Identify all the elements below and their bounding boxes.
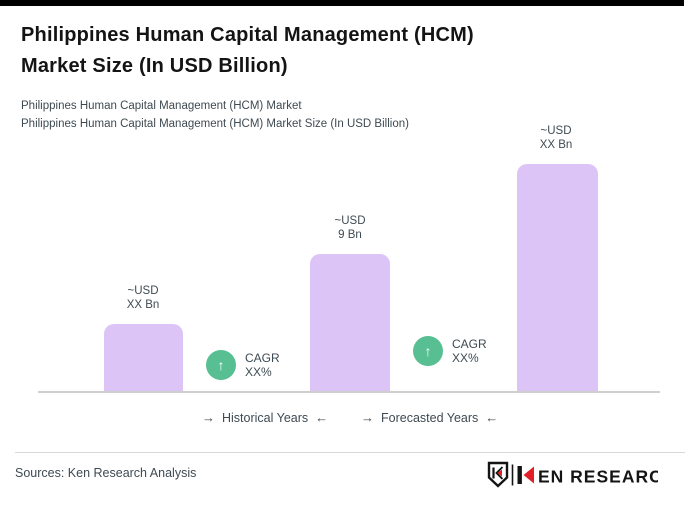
page-title: Philippines Human Capital Management (HC…: [21, 20, 661, 82]
chart-baseline: [38, 391, 660, 393]
bar-historical: [104, 324, 183, 393]
right-arrow-icon: →: [361, 410, 374, 425]
bar-value-label-1: ~USD XX Bn: [93, 284, 193, 312]
cagr-label-2-line2: XX%: [452, 351, 479, 365]
bar-value-label-3: ~USD XX Bn: [506, 124, 606, 152]
bar-value-label-3-line2: XX Bn: [539, 139, 573, 151]
bar-value-label-1-line1: ~USD: [127, 285, 159, 297]
cagr-badge-1: ↑: [206, 350, 236, 380]
page-title-line2: Market Size (In USD Billion): [21, 55, 288, 77]
legend-historical-years: → Historical Years ←: [202, 410, 328, 426]
logo-text: EN RESEARCH: [538, 467, 658, 487]
legend-historical-label: Historical Years: [222, 411, 309, 425]
chart-subtitle-line2: Philippines Human Capital Management (HC…: [21, 117, 409, 130]
chart-subtitle-line1: Philippines Human Capital Management (HC…: [21, 100, 302, 112]
bar-current: [310, 254, 390, 393]
up-arrow-icon: ↑: [424, 343, 432, 359]
ken-research-logo: EN RESEARCH: [487, 461, 658, 488]
bar-value-label-2: ~USD 9 Bn: [300, 214, 400, 242]
bar-forecast: [517, 164, 598, 393]
right-arrow-icon: →: [202, 410, 215, 425]
cagr-badge-2: ↑: [413, 336, 443, 366]
up-arrow-icon: ↑: [217, 357, 225, 373]
cagr-label-2: CAGR XX%: [452, 337, 487, 365]
cagr-label-1-line1: CAGR: [245, 351, 280, 365]
legend-forecasted-label: Forecasted Years: [381, 411, 479, 425]
logo-k-glyph: [517, 466, 534, 484]
page-title-line1: Philippines Human Capital Management (HC…: [21, 24, 474, 46]
cagr-label-1-line2: XX%: [245, 365, 272, 379]
sources-text: Sources: Ken Research Analysis: [15, 466, 197, 480]
bar-value-label-2-line1: ~USD: [334, 215, 366, 227]
legend-forecasted-years: → Forecasted Years ←: [361, 410, 498, 426]
left-arrow-icon: ←: [485, 410, 499, 425]
left-arrow-icon: ←: [315, 410, 329, 425]
cagr-label-2-line1: CAGR: [452, 337, 487, 351]
bar-value-label-1-line2: XX Bn: [126, 299, 160, 311]
top-accent-bar: [0, 0, 684, 6]
footer-divider: [15, 452, 685, 453]
logo-shield-icon: [487, 461, 509, 488]
bar-value-label-2-line2: 9 Bn: [338, 229, 362, 241]
bar-value-label-3-line1: ~USD: [540, 125, 572, 137]
cagr-label-1: CAGR XX%: [245, 351, 280, 379]
chart-subtitle: Philippines Human Capital Management (HC…: [21, 98, 661, 133]
